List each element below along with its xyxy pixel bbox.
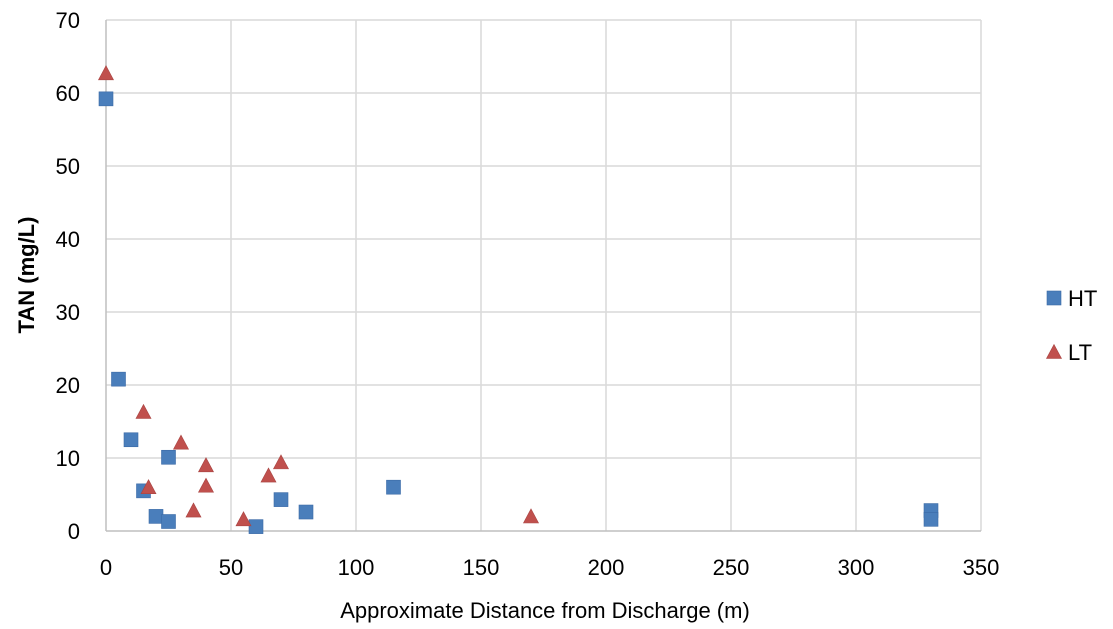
data-point-lt [172, 434, 190, 450]
y-tick-labels: 0 10 20 30 40 50 60 70 [56, 8, 80, 544]
data-point-ht [386, 479, 401, 495]
x-tick-label: 300 [838, 555, 875, 580]
y-tick-label: 20 [56, 373, 80, 398]
data-point-lt [522, 508, 540, 524]
legend-entry-lt: LT [1045, 340, 1092, 365]
data-point-ht [273, 492, 289, 507]
data-point-ht [298, 504, 314, 520]
data-point-lt [97, 65, 115, 81]
x-tick-label: 200 [588, 555, 625, 580]
data-point-lt [135, 403, 152, 419]
y-tick-label: 30 [56, 300, 80, 325]
x-tick-label: 150 [463, 555, 500, 580]
data-points [97, 65, 939, 534]
y-tick-label: 60 [56, 81, 80, 106]
x-tick-labels: 0 50 100 150 200 250 300 350 [100, 555, 999, 580]
data-point-ht [123, 432, 139, 448]
data-point-lt [235, 511, 252, 527]
legend: HT LT [1045, 286, 1097, 365]
data-point-ht [161, 514, 176, 529]
data-point-lt [197, 457, 215, 473]
data-point-ht [923, 512, 939, 527]
data-point-ht [161, 449, 176, 465]
legend-marker-ht [1046, 290, 1062, 306]
y-tick-label: 50 [56, 154, 80, 179]
data-point-lt [185, 502, 202, 518]
x-tick-label: 0 [100, 555, 112, 580]
data-point-ht [111, 371, 126, 387]
y-tick-label: 10 [56, 446, 80, 471]
data-point-lt [197, 477, 215, 493]
data-point-ht [98, 91, 114, 107]
legend-marker-lt [1045, 343, 1063, 359]
x-tick-label: 50 [219, 555, 243, 580]
y-tick-label: 0 [68, 519, 80, 544]
x-tick-label: 250 [713, 555, 750, 580]
data-point-lt [140, 479, 157, 495]
legend-label-ht: HT [1068, 286, 1097, 311]
x-axis-title: Approximate Distance from Discharge (m) [340, 598, 750, 623]
legend-entry-ht: HT [1046, 286, 1097, 311]
data-point-ht [248, 519, 264, 534]
data-point-lt [272, 454, 290, 470]
y-axis-title: TAN (mg/L) [14, 217, 39, 334]
x-tick-label: 100 [338, 555, 375, 580]
y-tick-label: 40 [56, 227, 80, 252]
data-point-lt [260, 467, 277, 483]
x-tick-label: 350 [963, 555, 1000, 580]
data-point-ht [148, 509, 164, 524]
axes [105, 20, 981, 532]
grid-lines [106, 19, 982, 531]
y-tick-label: 70 [56, 8, 80, 33]
legend-label-lt: LT [1068, 340, 1092, 365]
